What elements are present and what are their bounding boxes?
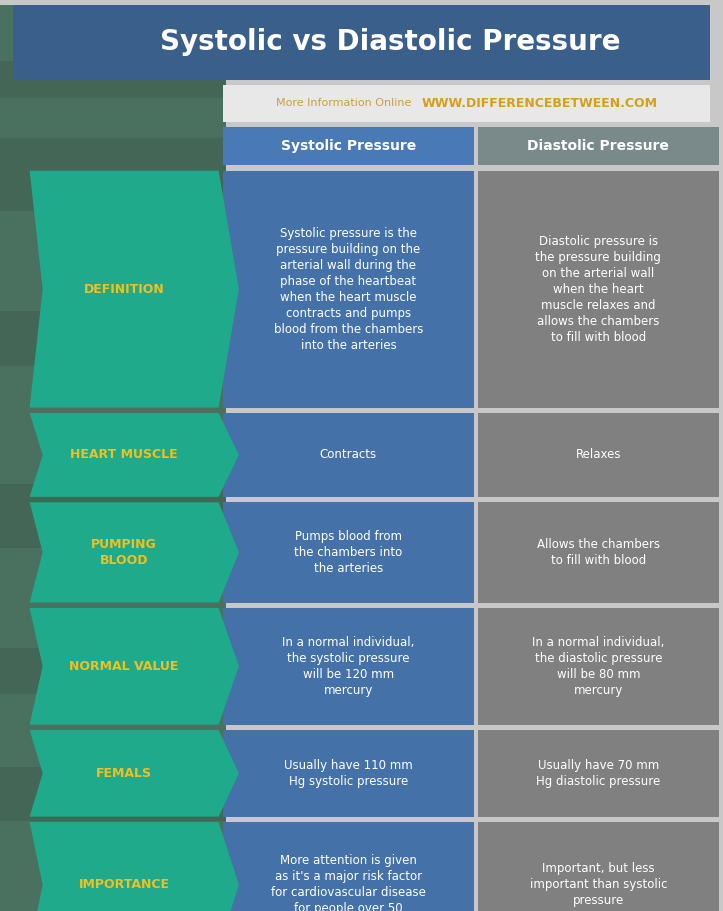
- Text: Important, but less
important than systolic
pressure: Important, but less important than systo…: [530, 863, 667, 907]
- Text: Systolic Pressure: Systolic Pressure: [281, 139, 416, 153]
- FancyBboxPatch shape: [223, 502, 474, 602]
- FancyBboxPatch shape: [0, 5, 226, 911]
- Polygon shape: [30, 730, 239, 816]
- FancyBboxPatch shape: [0, 484, 226, 548]
- Text: More Information Online: More Information Online: [276, 98, 411, 108]
- FancyBboxPatch shape: [478, 608, 719, 724]
- Text: More attention is given
as it's a major risk factor
for cardiovascular disease
f: More attention is given as it's a major …: [271, 855, 426, 911]
- Text: Diastolic Pressure: Diastolic Pressure: [528, 139, 669, 153]
- FancyBboxPatch shape: [0, 648, 226, 693]
- FancyBboxPatch shape: [223, 127, 474, 165]
- FancyBboxPatch shape: [13, 5, 710, 79]
- Text: WWW.DIFFERENCEBETWEEN.COM: WWW.DIFFERENCEBETWEEN.COM: [422, 97, 657, 110]
- Polygon shape: [30, 502, 239, 602]
- Polygon shape: [30, 413, 239, 496]
- Text: In a normal individual,
the diastolic pressure
will be 80 mm
mercury: In a normal individual, the diastolic pr…: [532, 636, 664, 697]
- Text: PUMPING
BLOOD: PUMPING BLOOD: [91, 537, 157, 567]
- FancyBboxPatch shape: [223, 85, 710, 121]
- FancyBboxPatch shape: [478, 730, 719, 816]
- FancyBboxPatch shape: [0, 311, 226, 365]
- FancyBboxPatch shape: [478, 502, 719, 602]
- FancyBboxPatch shape: [223, 730, 474, 816]
- FancyBboxPatch shape: [223, 413, 474, 496]
- FancyBboxPatch shape: [478, 413, 719, 496]
- FancyBboxPatch shape: [223, 822, 474, 911]
- FancyBboxPatch shape: [0, 766, 226, 821]
- Text: Diastolic pressure is
the pressure building
on the arterial wall
when the heart
: Diastolic pressure is the pressure build…: [536, 235, 662, 343]
- Text: HEART MUSCLE: HEART MUSCLE: [70, 448, 178, 462]
- Text: Relaxes: Relaxes: [576, 448, 621, 462]
- Text: Pumps blood from
the chambers into
the arteries: Pumps blood from the chambers into the a…: [294, 530, 403, 575]
- Text: In a normal individual,
the systolic pressure
will be 120 mm
mercury: In a normal individual, the systolic pre…: [282, 636, 414, 697]
- Polygon shape: [30, 608, 239, 724]
- FancyBboxPatch shape: [0, 61, 226, 97]
- Polygon shape: [30, 822, 239, 911]
- FancyBboxPatch shape: [478, 127, 719, 165]
- Text: IMPORTANCE: IMPORTANCE: [79, 878, 170, 892]
- FancyBboxPatch shape: [478, 170, 719, 407]
- Text: Contracts: Contracts: [320, 448, 377, 462]
- FancyBboxPatch shape: [478, 822, 719, 911]
- Text: FEMALS: FEMALS: [96, 767, 152, 780]
- Text: Systolic pressure is the
pressure building on the
arterial wall during the
phase: Systolic pressure is the pressure buildi…: [274, 227, 423, 352]
- Text: DEFINITION: DEFINITION: [84, 282, 165, 296]
- FancyBboxPatch shape: [223, 608, 474, 724]
- Text: Usually have 110 mm
Hg systolic pressure: Usually have 110 mm Hg systolic pressure: [284, 759, 413, 788]
- Text: Systolic vs Diastolic Pressure: Systolic vs Diastolic Pressure: [161, 28, 620, 56]
- Text: NORMAL VALUE: NORMAL VALUE: [69, 660, 179, 673]
- FancyBboxPatch shape: [0, 138, 226, 210]
- FancyBboxPatch shape: [223, 170, 474, 407]
- Text: Allows the chambers
to fill with blood: Allows the chambers to fill with blood: [537, 537, 660, 567]
- Text: Usually have 70 mm
Hg diastolic pressure: Usually have 70 mm Hg diastolic pressure: [536, 759, 661, 788]
- Polygon shape: [30, 170, 239, 407]
